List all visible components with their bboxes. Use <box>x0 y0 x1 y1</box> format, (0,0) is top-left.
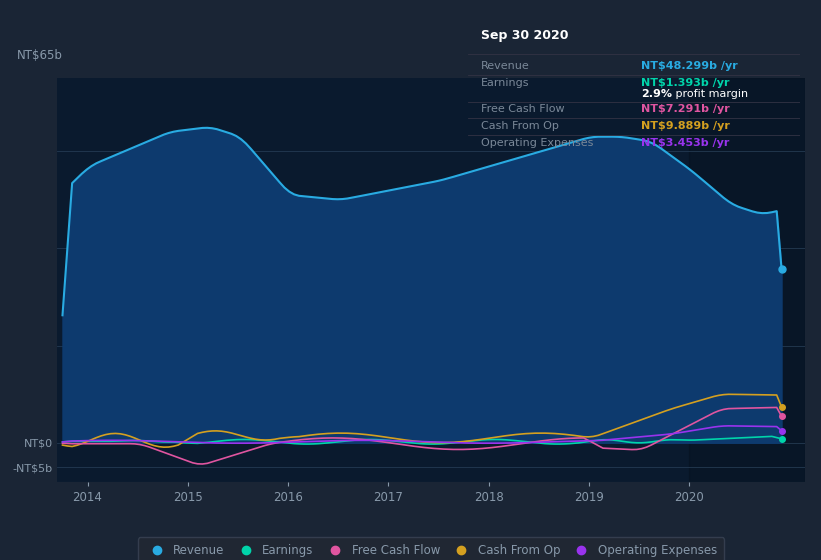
Text: Earnings: Earnings <box>481 78 530 88</box>
Text: Sep 30 2020: Sep 30 2020 <box>481 29 569 42</box>
Text: NT$9.889b /yr: NT$9.889b /yr <box>641 121 730 131</box>
Text: Operating Expenses: Operating Expenses <box>481 138 594 148</box>
Text: Cash From Op: Cash From Op <box>481 121 559 131</box>
Text: Revenue: Revenue <box>481 61 530 71</box>
Text: NT$48.299b /yr: NT$48.299b /yr <box>641 61 737 71</box>
Text: 2.9%: 2.9% <box>641 89 672 99</box>
Text: NT$1.393b /yr: NT$1.393b /yr <box>641 78 729 88</box>
Text: NT$7.291b /yr: NT$7.291b /yr <box>641 104 730 114</box>
Text: NT$3.453b /yr: NT$3.453b /yr <box>641 138 729 148</box>
Legend: Revenue, Earnings, Free Cash Flow, Cash From Op, Operating Expenses: Revenue, Earnings, Free Cash Flow, Cash … <box>138 537 724 560</box>
Text: Free Cash Flow: Free Cash Flow <box>481 104 565 114</box>
Text: profit margin: profit margin <box>672 89 749 99</box>
Text: NT$65b: NT$65b <box>16 49 62 62</box>
Bar <box>690 78 805 482</box>
